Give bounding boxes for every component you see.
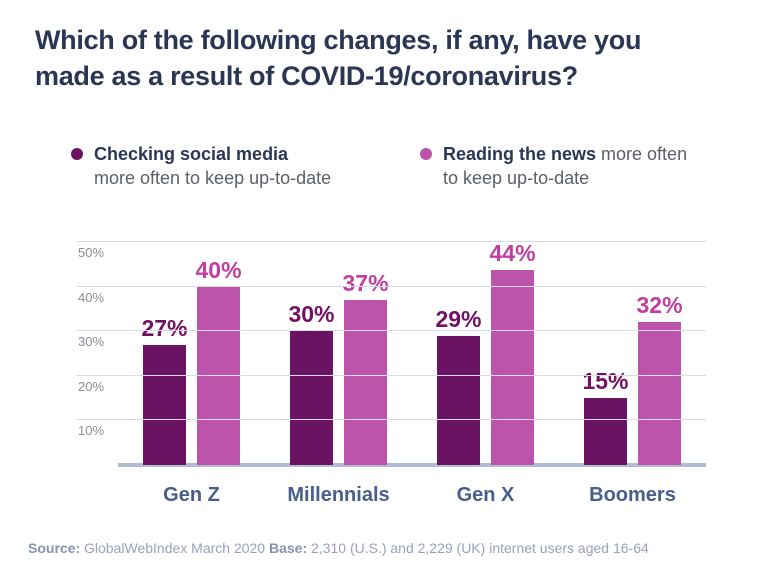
x-axis-baseline (118, 463, 706, 467)
legend-label-social-media-rest: more often to keep up-to-date (94, 168, 332, 188)
gridline-10: 10% (76, 419, 706, 438)
barwrap-news-millennials: 37% (343, 242, 389, 465)
source-label: Source: (28, 540, 81, 556)
y-axis-tick-40: 40% (78, 289, 105, 305)
bar-group-boomers: 15% 32% (582, 242, 683, 465)
value-label-news-gen-x: 44% (489, 240, 536, 266)
bar-groups-container: 27% 40% 30% 37% 29% 44% 15% 32% (118, 242, 706, 465)
value-label-social-media-gen-x: 29% (435, 305, 482, 332)
barwrap-social-media-gen-x: 29% (435, 242, 482, 465)
y-axis-tick-50: 50% (78, 245, 105, 260)
y-axis-tick-20: 20% (78, 378, 105, 394)
chart-title-line2: made as a result of COVID-19/coronavirus… (35, 61, 578, 91)
value-label-social-media-gen-z: 27% (141, 314, 188, 341)
value-label-news-gen-z: 40% (195, 256, 242, 283)
gridline-20: 20% (76, 374, 706, 394)
chart-title: Which of the following changes, if any, … (35, 22, 755, 94)
barwrap-social-media-boomers: 15% (582, 242, 629, 465)
x-axis-label-millennials: Millennials (287, 484, 390, 506)
gridline-30: 30% (76, 330, 706, 349)
legend-bullet-news-icon (420, 148, 432, 160)
gridline-50: 50% (76, 241, 706, 260)
bar-group-millennials: 30% 37% (288, 242, 389, 465)
gridline-40: 40% (76, 285, 706, 305)
x-axis-label-boomers: Boomers (589, 484, 676, 506)
bar-news-gen-x (491, 270, 535, 465)
bar-social-media-gen-x (436, 335, 480, 465)
bar-group-gen-x: 29% 44% (435, 242, 536, 465)
y-axis-tick-30: 30% (78, 334, 105, 350)
legend-bullet-social-media-icon (71, 148, 83, 160)
chart-title-line1: Which of the following changes, if any, … (35, 25, 642, 55)
value-label-news-boomers: 32% (636, 292, 683, 319)
legend-label-social-media: Checking social media more often to keep … (94, 142, 331, 190)
value-label-news-millennials: 37% (342, 269, 389, 296)
barwrap-news-boomers: 32% (637, 242, 683, 465)
y-axis-tick-10: 10% (78, 423, 105, 439)
bar-chart-plot-area: 27% 40% 30% 37% 29% 44% 15% 32% 10% 20% 30% 40% 50% (76, 241, 706, 467)
base-label: Base: (268, 540, 308, 556)
bar-social-media-gen-z (142, 344, 186, 465)
legend-item-news: Reading the news more often to keep up-to… (420, 142, 687, 190)
bar-social-media-millennials (289, 331, 333, 465)
x-axis-label-gen-z: Gen Z (163, 484, 220, 506)
value-label-social-media-boomers: 15% (582, 368, 629, 395)
x-axis-labels: Gen Z Millennials Gen X Boomers (118, 484, 706, 507)
legend-label-news: Reading the news more often to keep up-to… (443, 142, 687, 190)
bar-group-gen-z: 27% 40% (141, 242, 242, 465)
x-axis-label-gen-x: Gen X (456, 484, 515, 506)
barwrap-news-gen-z: 40% (196, 242, 242, 465)
bar-news-boomers (638, 322, 682, 465)
legend-label-news-rest2: to keep up-to-date (443, 168, 590, 188)
legend-label-news-rest1: more often (596, 144, 688, 164)
base-text: 2,310 (U.S.) and 2,229 (UK) internet use… (307, 540, 649, 556)
source-text: GlobalWebIndex March 2020 (80, 540, 269, 556)
value-label-social-media-millennials: 30% (288, 301, 335, 328)
source-note: Source: GlobalWebIndex March 2020 Base: … (28, 540, 768, 556)
legend-item-social-media: Checking social media more often to keep … (71, 142, 331, 190)
bar-news-millennials (344, 299, 388, 465)
barwrap-social-media-millennials: 30% (288, 242, 335, 465)
barwrap-social-media-gen-z: 27% (141, 242, 188, 465)
legend-label-social-media-bold: Checking social media (94, 144, 289, 164)
bar-social-media-boomers (583, 398, 627, 465)
legend-label-news-bold: Reading the news (443, 144, 597, 164)
barwrap-news-gen-x: 44% (490, 242, 536, 465)
